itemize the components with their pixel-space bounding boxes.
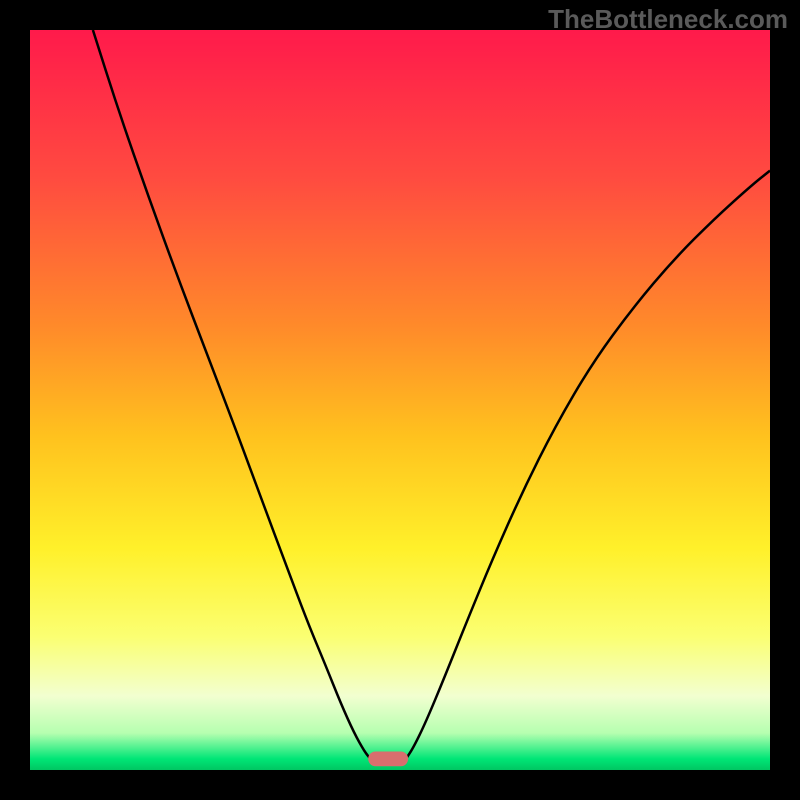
plot-area: [30, 30, 770, 770]
chart-svg: [30, 30, 770, 770]
minimum-marker: [368, 752, 408, 767]
plot-background: [30, 30, 770, 770]
chart-outer-frame: TheBottleneck.com: [0, 0, 800, 800]
